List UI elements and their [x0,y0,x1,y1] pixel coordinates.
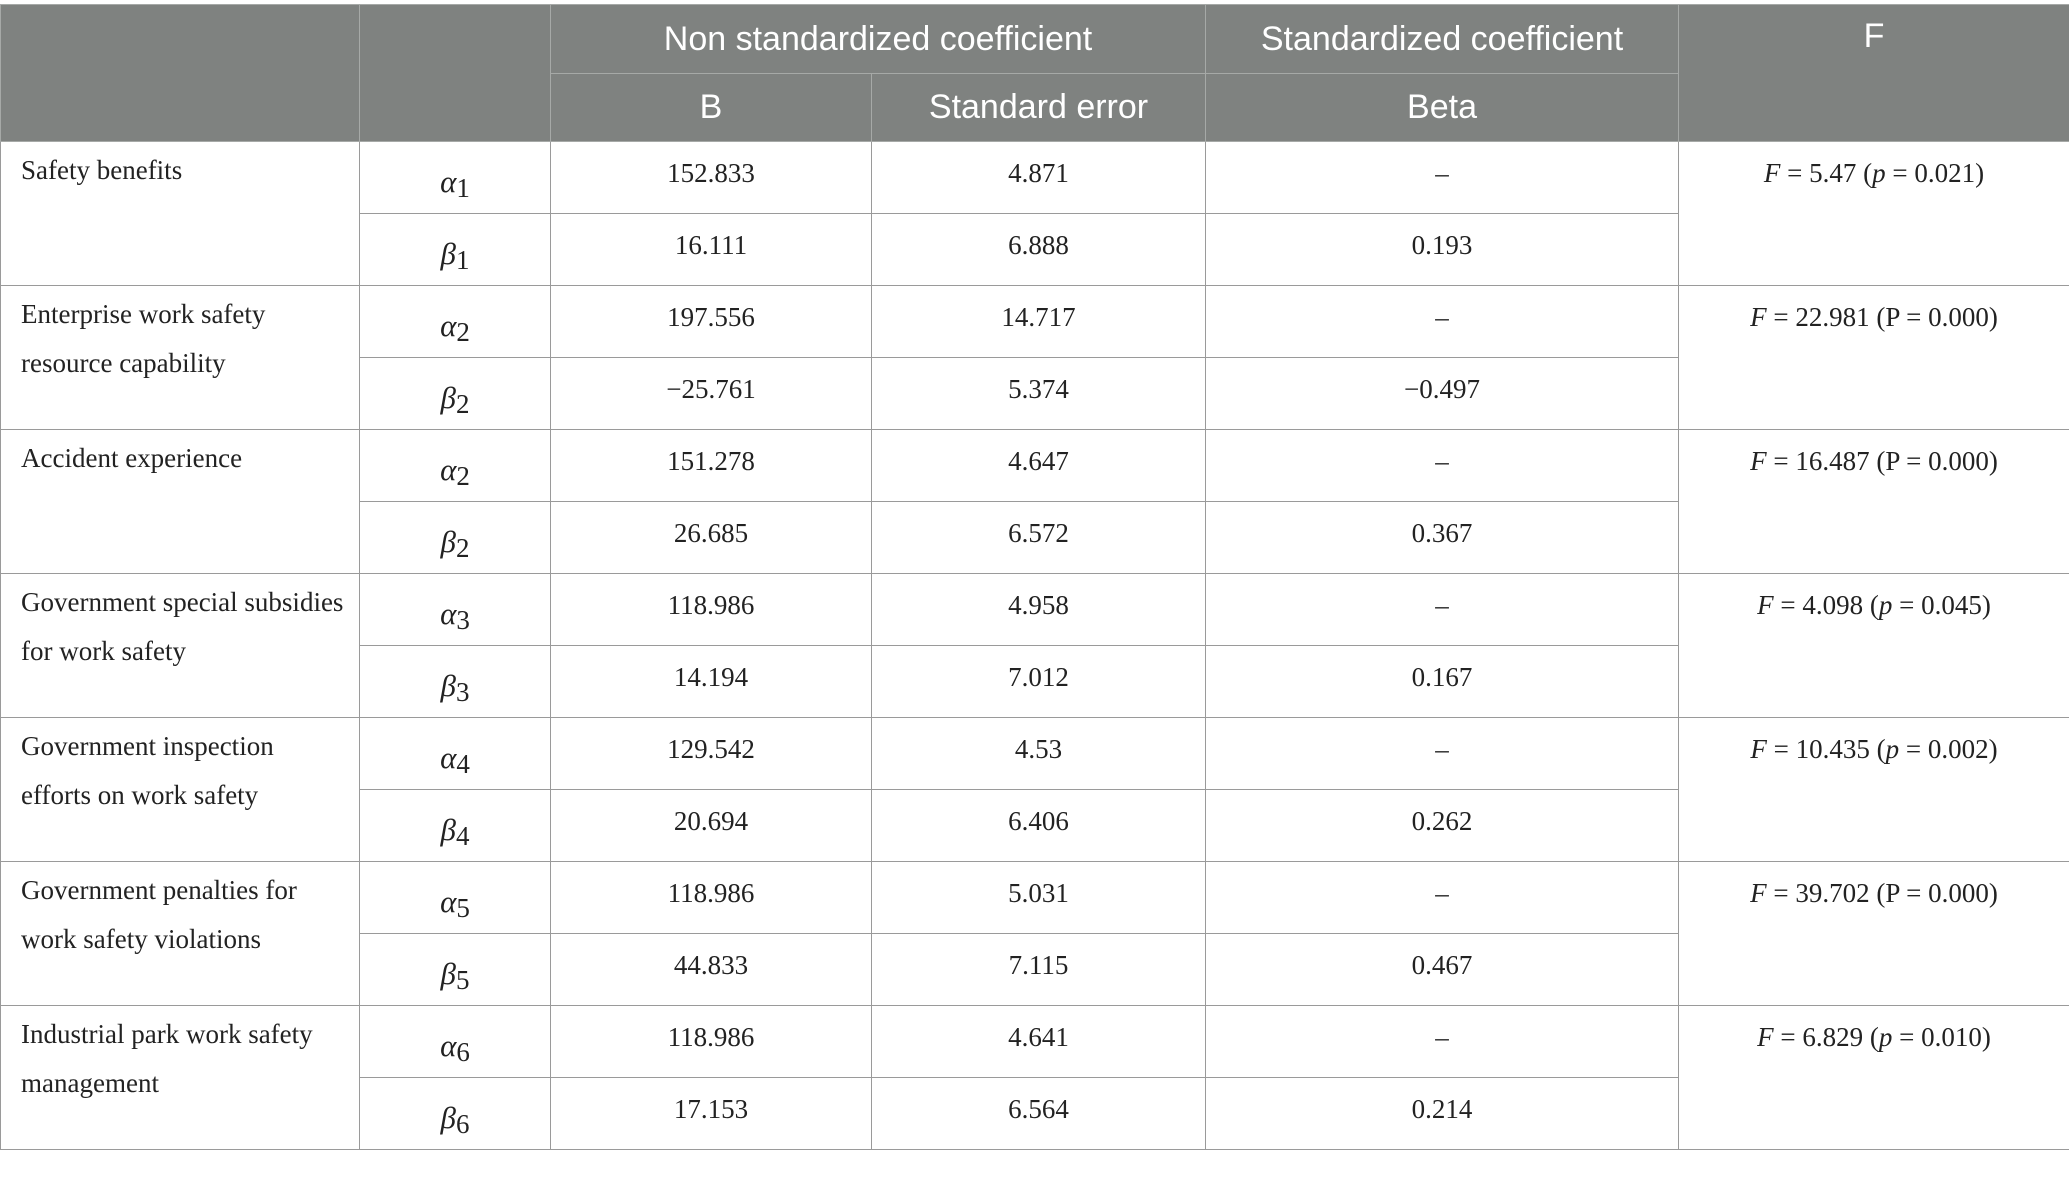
alpha-symbol: α2 [359,429,551,502]
cell-beta: 0.262 [1205,789,1680,862]
cell-f-test: F = 16.487 (P = 0.000) [1678,429,2069,574]
cell-beta: – [1205,1005,1680,1078]
header-beta: Beta [1205,73,1680,142]
cell-b: 118.986 [550,861,872,934]
cell-se: 6.406 [870,789,1207,862]
cell-b: 152.833 [550,141,872,214]
cell-se: 4.53 [870,717,1207,790]
table-row: Government penalties for work safety vio… [0,861,2069,1006]
cell-b: 16.111 [550,213,872,286]
cell-se: 4.958 [870,573,1207,646]
cell-beta: – [1205,717,1680,790]
cell-se: 5.374 [870,357,1207,430]
cell-f-test: F = 4.098 (p = 0.045) [1678,573,2069,718]
cell-se: 7.012 [870,645,1207,718]
table-row: β1 16.111 6.888 0.193 [1,213,2069,286]
table-row: Safety benefits α1 152.833 4.871– F = 5.47 (… [0,141,2069,286]
row-label: Government special subsidies for work sa… [0,573,360,718]
table-row: β3 14.194 7.012 0.167 [1,645,2069,718]
cell-beta: −0.497 [1205,357,1680,430]
cell-beta: – [1205,573,1680,646]
cell-b: 197.556 [550,285,872,358]
cell-f-test: F = 39.702 (P = 0.000) [1678,861,2069,1006]
beta-symbol: β6 [359,1077,551,1150]
row-label: Enterprise work safety resource capabili… [0,285,360,430]
beta-symbol: β4 [359,789,551,862]
cell-beta: 0.167 [1205,645,1680,718]
cell-b: −25.761 [550,357,872,430]
cell-se: 6.564 [870,1077,1207,1150]
header-b: B [550,73,872,142]
cell-b: 14.194 [550,645,872,718]
cell-beta: – [1205,285,1680,358]
beta-symbol: β3 [359,645,551,718]
cell-f-test: F = 22.981 (P = 0.000) [1678,285,2069,430]
table-row: Government special subsidies for work sa… [0,573,2069,718]
cell-f-test: F = 10.435 (p = 0.002) [1678,717,2069,862]
cell-b: 26.685 [550,501,872,574]
header-f: F [1678,4,2069,142]
cell-se: 6.572 [870,501,1207,574]
cell-se: 4.871 [870,141,1207,214]
table-row: β6 17.153 6.564 0.214 [1,1077,2069,1150]
cell-se: 4.641 [870,1005,1207,1078]
row-label: Industrial park work safety management [0,1005,360,1150]
cell-beta: 0.214 [1205,1077,1680,1150]
cell-b: 118.986 [550,573,872,646]
cell-beta: – [1205,429,1680,502]
alpha-symbol: α5 [359,861,551,934]
table-body: Safety benefits α1 152.833 4.871– F = 5.47 (… [0,141,2069,1150]
alpha-symbol: α6 [359,1005,551,1078]
cell-b: 151.278 [550,429,872,502]
beta-symbol: β1 [359,213,551,286]
cell-beta: 0.367 [1205,501,1680,574]
beta-symbol: β2 [359,357,551,430]
cell-se: 14.717 [870,285,1207,358]
cell-se: 7.115 [870,933,1207,1006]
header-empty-2 [359,4,551,142]
header-empty-1 [0,4,360,142]
cell-se: 6.888 [870,213,1207,286]
cell-f-test: F = 5.47 (p = 0.021) [1678,141,2069,286]
header-std-group: Standardized coefficient [1205,4,1680,74]
cell-b: 20.694 [550,789,872,862]
table-row: Government inspection efforts on work sa… [0,717,2069,862]
cell-se: 4.647 [870,429,1207,502]
row-label: Safety benefits [0,141,360,286]
table-row: β2 −25.761 5.374 −0.497 [1,357,2069,430]
regression-table: Non standardized coefficient Standardize… [0,4,2069,1150]
table-header: Non standardized coefficient Standardize… [0,4,2069,142]
row-label: Government penalties for work safety vio… [0,861,360,1006]
alpha-symbol: α4 [359,717,551,790]
cell-b: 129.542 [550,717,872,790]
header-nonstd-group: Non standardized coefficient [549,4,1207,74]
cell-beta: – [1205,141,1680,214]
table-row: β5 44.833 7.115 0.467 [1,933,2069,1006]
beta-symbol: β2 [359,501,551,574]
cell-beta: – [1205,861,1680,934]
cell-se: 5.031 [870,861,1207,934]
cell-beta: 0.467 [1205,933,1680,1006]
cell-b: 118.986 [550,1005,872,1078]
cell-f-test: F = 6.829 (p = 0.010) [1678,1005,2069,1150]
alpha-symbol: α1 [359,141,551,214]
table-row: Accident experience α2 151.278 4.647– F = 16… [0,429,2069,574]
row-label: Government inspection efforts on work sa… [0,717,360,862]
beta-symbol: β5 [359,933,551,1006]
cell-beta: 0.193 [1205,213,1680,286]
alpha-symbol: α3 [359,573,551,646]
cell-b: 44.833 [550,933,872,1006]
table-row: Industrial park work safety management α6… [0,1005,2069,1150]
row-label: Accident experience [0,429,360,574]
table-row: Enterprise work safety resource capabili… [0,285,2069,430]
alpha-symbol: α2 [359,285,551,358]
cell-b: 17.153 [550,1077,872,1150]
header-se: Standard error [870,73,1207,142]
